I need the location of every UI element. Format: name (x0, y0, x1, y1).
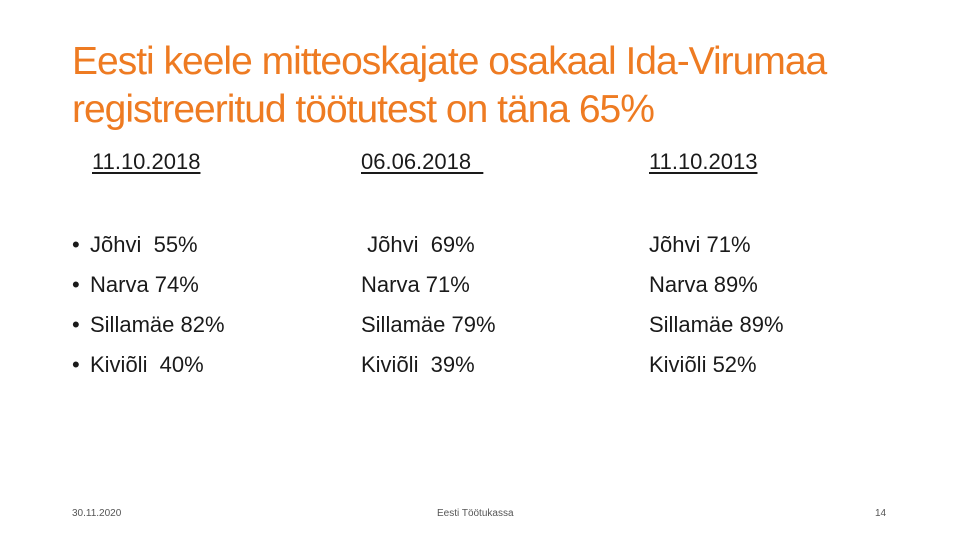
slide-number: 14 (875, 508, 887, 519)
slide-title: Eesti keele mitteoskajate osakaal Ida-Vi… (72, 38, 932, 134)
list-item-text: Sillamäe 82% (90, 312, 225, 337)
list-item: • Kiviõli 40% (72, 345, 225, 385)
list-item: • Narva 74% (72, 265, 225, 305)
list-item: Narva 89% (649, 272, 758, 297)
column-date-2018-10: 11.10.2018 (92, 149, 201, 174)
footer-date: 30.11.2020 (72, 508, 122, 519)
column-list-2018-10: • Jõhvi 55% • Narva 74% • Sillamäe 82% • Kiv… (72, 225, 225, 385)
list-item: Sillamäe 89% (649, 312, 784, 337)
bullet-icon: • (72, 312, 80, 337)
list-item: Jõhvi 69% (361, 232, 475, 257)
list-item-text: Narva 74% (90, 272, 199, 297)
bullet-icon: • (72, 232, 80, 257)
list-item: Jõhvi 71% (649, 232, 751, 257)
column-date-2013-10: 11.10.2013 (649, 149, 758, 174)
list-item: • Sillamäe 82% (72, 305, 225, 345)
bullet-icon: • (72, 272, 80, 297)
list-item: • Jõhvi 55% (72, 225, 225, 265)
slide-title-line-2: registreeritud töötutest on täna 65% (72, 88, 655, 131)
list-item: Kiviõli 39% (361, 352, 475, 377)
list-item: Narva 71% (361, 272, 470, 297)
list-item: Kiviõli 52% (649, 352, 757, 377)
column-list-2018-06: Jõhvi 69% Narva 71% Sillamäe 79% Kiviõli… (361, 225, 496, 385)
list-item-text: Jõhvi 55% (90, 232, 198, 257)
slide-title-line-1: Eesti keele mitteoskajate osakaal Ida-Vi… (72, 40, 827, 83)
bullet-icon: • (72, 352, 80, 377)
list-item: Sillamäe 79% (361, 312, 496, 337)
column-list-2013-10: Jõhvi 71% Narva 89% Sillamäe 89% Kiviõli… (649, 225, 784, 385)
footer-source: Eesti Töötukassa (437, 508, 514, 519)
list-item-text: Kiviõli 40% (90, 352, 204, 377)
column-date-2018-06: 06.06.2018 (361, 149, 484, 174)
